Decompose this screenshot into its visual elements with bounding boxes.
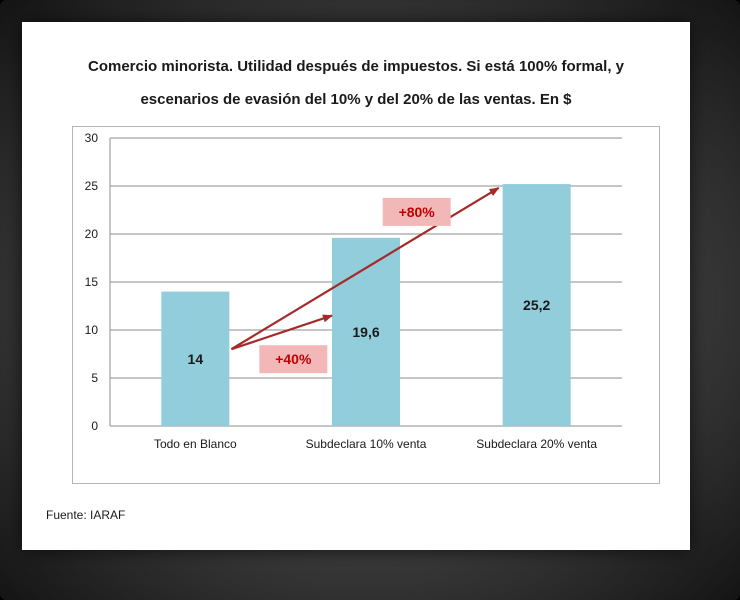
chart-title-line-1: Comercio minorista. Utilidad después de … <box>88 58 624 75</box>
growth-arrow <box>230 186 500 351</box>
y-tick-label: 30 <box>85 131 99 145</box>
y-tick-label: 25 <box>85 179 99 193</box>
growth-callout-label: +80% <box>399 204 436 220</box>
data-label: 25,2 <box>523 297 550 313</box>
y-tick-label: 15 <box>85 275 99 289</box>
bar <box>161 291 230 426</box>
growth-callout-box <box>382 197 451 226</box>
y-tick-label: 0 <box>91 419 98 433</box>
data-label: 19,6 <box>352 324 379 340</box>
chart-title: Comercio minorista. Utilidad después de … <box>22 50 690 116</box>
source-note: Fuente: IARAF <box>46 508 126 522</box>
x-tick-label: Subdeclara 10% venta <box>306 437 427 451</box>
growth-arrow <box>230 314 333 351</box>
x-tick-label: Todo en Blanco <box>154 437 237 451</box>
x-tick-label: Subdeclara 20% venta <box>476 437 597 451</box>
data-label: 14 <box>188 351 204 367</box>
growth-callout-box <box>259 345 328 374</box>
y-tick-label: 20 <box>85 227 99 241</box>
bar <box>502 184 571 426</box>
growth-callout-label: +40% <box>275 351 312 367</box>
y-tick-label: 5 <box>91 371 98 385</box>
y-tick-label: 10 <box>85 323 99 337</box>
chart-title-line-2: escenarios de evasión del 10% y del 20% … <box>140 91 572 108</box>
